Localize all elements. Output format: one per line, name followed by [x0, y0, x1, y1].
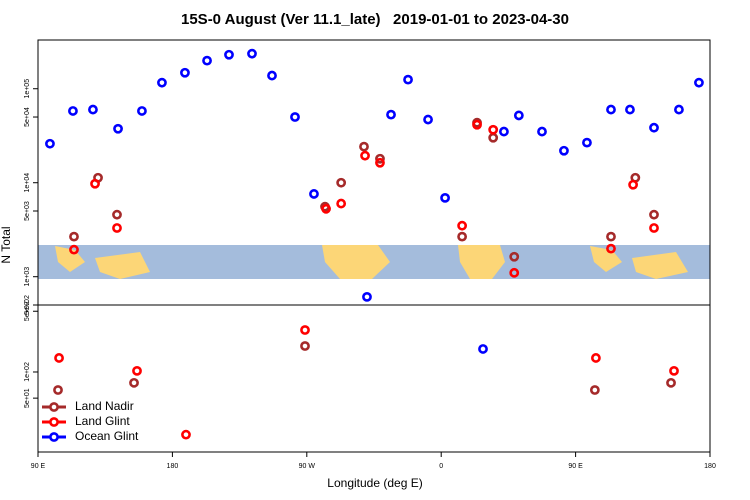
point	[309, 189, 319, 199]
point	[88, 104, 98, 115]
point	[69, 231, 79, 242]
point	[591, 353, 601, 363]
point	[68, 106, 78, 116]
y-axis-label: N Total	[0, 226, 13, 263]
point	[513, 110, 524, 121]
y-tick-label: 5e+04	[24, 107, 31, 127]
point	[674, 104, 684, 115]
point	[606, 104, 616, 115]
point	[509, 251, 520, 262]
point	[537, 126, 547, 137]
point	[457, 220, 468, 231]
point	[300, 341, 310, 351]
point	[359, 141, 369, 152]
x-tick-label: 180	[704, 463, 716, 470]
point	[499, 126, 509, 137]
point	[559, 145, 569, 156]
point	[478, 344, 488, 354]
point	[300, 325, 310, 335]
point	[112, 223, 122, 233]
point	[45, 138, 55, 149]
legend-marker	[49, 417, 59, 427]
y-tick-label: 1e+04	[24, 173, 31, 193]
point	[386, 109, 396, 120]
point	[290, 112, 300, 122]
point	[247, 48, 257, 59]
x-tick-label: 90 E	[31, 463, 46, 470]
x-tick-label: 90 W	[299, 463, 316, 470]
x-tick-label: 90 E	[568, 463, 583, 470]
point	[423, 114, 433, 125]
point	[321, 203, 331, 214]
point	[181, 429, 191, 440]
point	[589, 385, 600, 395]
point	[362, 291, 372, 302]
y-tick-label: 1e+05	[24, 79, 31, 99]
point	[649, 223, 659, 233]
legend-marker	[49, 402, 59, 412]
point	[375, 153, 385, 164]
point	[69, 244, 79, 255]
point	[129, 377, 139, 388]
point	[669, 365, 679, 376]
legend-label: Land Nadir	[75, 399, 134, 413]
legend-marker	[49, 432, 59, 442]
y-tick-label: 1e+02	[24, 362, 31, 382]
point	[336, 177, 347, 188]
point	[509, 267, 520, 278]
point	[224, 49, 234, 60]
plot-frame	[37, 39, 711, 453]
point	[488, 132, 499, 143]
map-band	[38, 245, 710, 279]
point	[606, 231, 616, 242]
point	[53, 385, 63, 395]
y-tick-label: 5e+02	[24, 295, 31, 315]
point	[137, 106, 147, 116]
x-axis-label: Longitude (deg E)	[327, 476, 422, 490]
point	[90, 178, 100, 189]
legend-label: Ocean Glint	[75, 429, 139, 443]
point	[649, 209, 659, 220]
point	[694, 77, 704, 88]
point	[336, 198, 347, 209]
point	[157, 77, 167, 88]
point	[202, 55, 212, 66]
point	[375, 157, 385, 168]
point	[649, 122, 659, 133]
y-tick-label: 5e+01	[24, 388, 31, 408]
chart-title: 15S-0 August (Ver 11.1_late) 2019-01-01 …	[181, 11, 569, 28]
point	[472, 119, 482, 130]
x-tick-label: 0	[439, 463, 443, 470]
land-shapes	[55, 245, 688, 279]
point	[488, 124, 499, 135]
point	[582, 137, 592, 148]
point	[54, 353, 64, 363]
point	[457, 231, 468, 242]
point	[360, 150, 370, 161]
point	[132, 365, 142, 376]
y-tick-label: 5e+03	[24, 201, 31, 221]
point	[628, 179, 638, 190]
legend-label: Land Glint	[75, 414, 130, 428]
y-tick-label: 5e+02	[24, 301, 31, 321]
point	[606, 243, 616, 254]
point	[440, 192, 450, 203]
point	[112, 209, 122, 220]
point	[180, 67, 190, 78]
point	[666, 377, 676, 388]
x-tick-label: 180	[167, 463, 179, 470]
point	[267, 70, 277, 81]
point	[625, 104, 635, 115]
y-tick-label: 1e+03	[24, 267, 31, 287]
point	[403, 74, 413, 85]
point	[113, 123, 123, 134]
